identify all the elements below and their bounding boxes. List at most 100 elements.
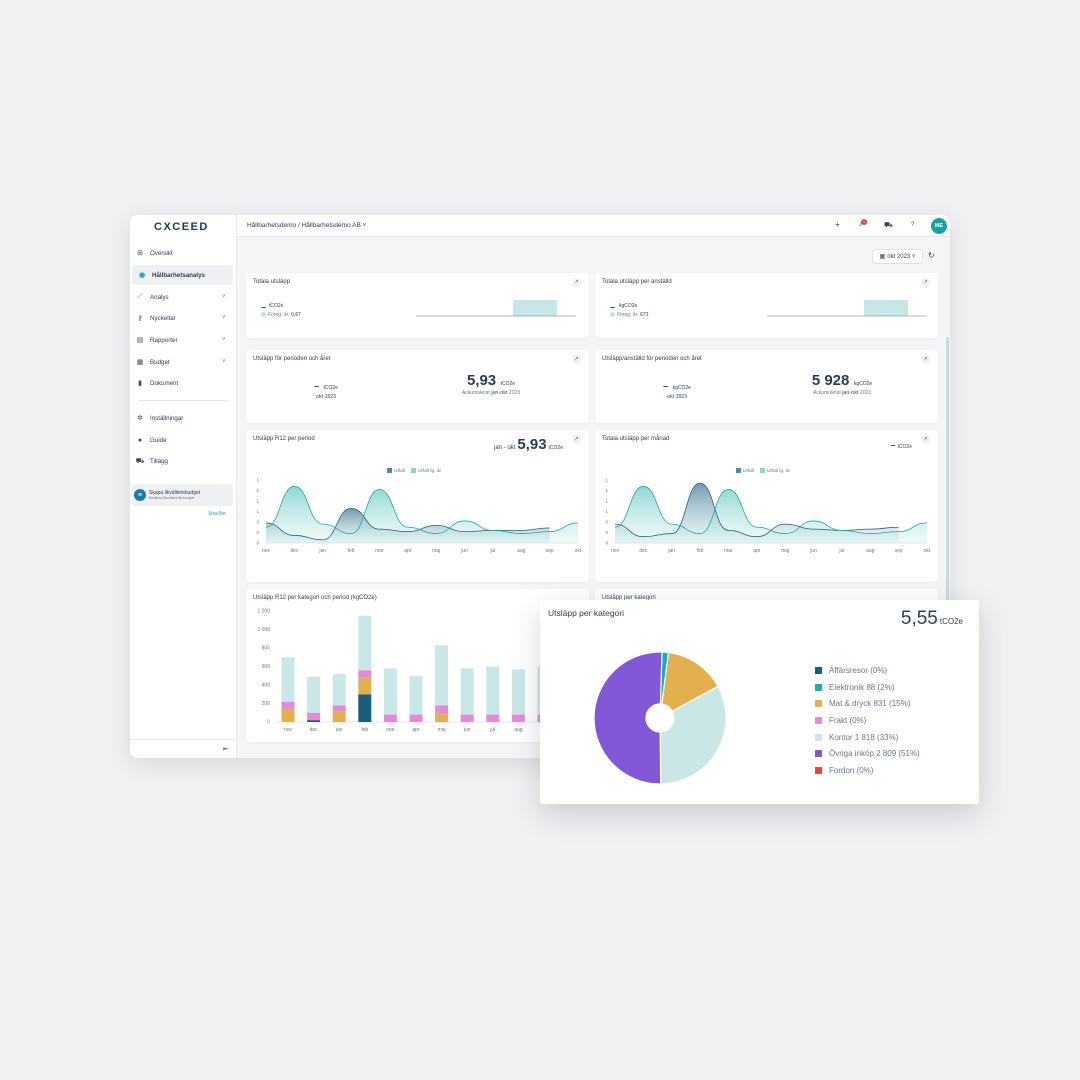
expand-icon[interactable]: ↗ xyxy=(921,355,930,364)
bar-kontor[interactable] xyxy=(486,666,500,715)
expand-icon[interactable]: ↗ xyxy=(572,435,581,444)
expand-icon[interactable]: ↗ xyxy=(572,278,581,287)
promo-create-budget[interactable]: ≡ Skapa likviditetsbudget Beräkna likvid… xyxy=(132,484,233,506)
bar-frakt[interactable] xyxy=(358,670,372,678)
pie-slice[interactable] xyxy=(593,651,663,785)
pie-slice[interactable] xyxy=(661,651,719,713)
legend-item-utfall-fg[interactable]: Utfall fg. år xyxy=(759,468,790,474)
expand-icon[interactable]: ↗ xyxy=(572,355,581,364)
prev-year-dot xyxy=(610,312,615,318)
legend-item-utfall[interactable]: Utfall xyxy=(387,468,405,474)
series-utfall-line xyxy=(265,507,550,541)
bar-frakt[interactable] xyxy=(332,705,346,712)
legend-item-utfall[interactable]: Utfall xyxy=(736,468,754,474)
bar-mat-dryck[interactable] xyxy=(281,709,295,722)
pie-total: 5,55 tCO2e xyxy=(901,608,963,630)
scrollbar[interactable] xyxy=(946,337,949,742)
bar-frakt[interactable] xyxy=(460,714,474,722)
plus-icon[interactable]: + xyxy=(835,220,840,229)
divider xyxy=(138,400,228,401)
show-more-link[interactable]: Visa fler xyxy=(208,511,226,517)
pie-chart xyxy=(593,651,727,785)
sidebar-item-hallbarhetsanalys[interactable]: ◉ Hållbarhetsanalys xyxy=(132,265,233,285)
pie-legend-item[interactable]: Kontor 1 818 (33%) xyxy=(815,729,920,746)
x-tick-label: okt xyxy=(575,548,582,554)
bar-kontor[interactable] xyxy=(307,676,321,713)
sidebar: CXCEED ⊞ Översikt ◉ Hållbarhetsanalys ⟋ … xyxy=(130,215,237,758)
promo-title: Skapa likviditetsbudget xyxy=(149,490,201,496)
x-tick-label: sep xyxy=(895,548,903,554)
collapse-sidebar-icon[interactable]: ⇤ xyxy=(223,746,229,753)
bar-frakt[interactable] xyxy=(383,714,397,722)
sidebar-item-nyckeltal[interactable]: ⚷ Nyckeltal ˅ xyxy=(130,308,234,328)
date-filter-label: okt 2023 ˅ xyxy=(887,253,916,260)
bar-kontor[interactable] xyxy=(332,673,346,706)
pie-slice[interactable] xyxy=(659,685,727,785)
x-tick-label: dec xyxy=(290,548,299,554)
pie-legend-item[interactable]: Mat & dryck 831 (15%) xyxy=(815,695,920,712)
bar-frakt[interactable] xyxy=(281,701,295,710)
bulb-icon: ● xyxy=(137,436,143,444)
y-tick-label: 400 xyxy=(262,683,271,689)
y-tick-label: 1 xyxy=(605,478,608,483)
bar-kontor[interactable] xyxy=(358,615,372,671)
bar-kontor[interactable] xyxy=(460,668,474,715)
bar-aff-rsresor[interactable] xyxy=(358,694,372,722)
x-tick-label: jul xyxy=(838,548,844,554)
breadcrumb[interactable]: Hållbarhetsdemo / Hållbarhetsdemo AB ˅ xyxy=(247,222,367,229)
grid-icon: ⊞ xyxy=(137,250,143,257)
pie-legend-item[interactable]: Fordon (0%) xyxy=(815,762,920,779)
sidebar-item-analys[interactable]: ⟋ Analys ˅ xyxy=(130,287,234,307)
sidebar-item-installningar[interactable]: ✲ Inställningar xyxy=(130,408,234,428)
x-tick-label: jul xyxy=(489,727,495,733)
bar-kontor[interactable] xyxy=(511,669,525,715)
sidebar-item-label: Tillägg xyxy=(150,457,168,465)
refresh-icon[interactable]: ↻ xyxy=(928,251,935,260)
bar-frakt[interactable] xyxy=(307,712,321,721)
bar-kontor[interactable] xyxy=(409,675,423,715)
pie-legend-item[interactable]: Övriga inköp 2 809 (51%) xyxy=(815,745,920,762)
leaf-icon: ◉ xyxy=(138,272,146,279)
chart-legend: Utfall Utfall fg. år xyxy=(736,468,790,474)
budget-icon: ▦ xyxy=(136,359,144,366)
mini-bar xyxy=(513,300,557,316)
sidebar-item-label: Budget xyxy=(150,358,170,366)
sidebar-item-dokument[interactable]: ▮ Dokument xyxy=(130,373,234,393)
sidebar-item-tillagg[interactable]: ⛟ Tillägg xyxy=(130,451,234,471)
avatar[interactable]: ME xyxy=(931,218,947,234)
expand-icon[interactable]: ↗ xyxy=(921,278,930,287)
pie-legend-item[interactable]: Affärsresor (0%) xyxy=(815,662,920,679)
bar-frakt[interactable] xyxy=(435,705,449,714)
date-filter[interactable]: ▦ okt 2023 ˅ xyxy=(872,249,923,264)
cart-icon[interactable]: ⛟ xyxy=(884,222,893,229)
x-tick-label: jan xyxy=(318,548,326,554)
bar-frakt[interactable] xyxy=(511,714,525,722)
sidebar-item-guide[interactable]: ● Guide xyxy=(130,430,234,450)
bar-kontor[interactable] xyxy=(435,645,449,706)
y-tick-label: 1 xyxy=(256,488,259,493)
per-employee-value: – xyxy=(610,302,616,312)
x-tick-label: mar xyxy=(375,548,384,554)
sidebar-item-oversikt[interactable]: ⊞ Översikt xyxy=(130,243,234,263)
bar-mat-dryck[interactable] xyxy=(358,677,372,695)
legend-item-utfall-fg[interactable]: Utfall fg. år xyxy=(410,468,441,474)
pie-legend-item[interactable]: Elektronik 88 (2%) xyxy=(815,679,920,696)
bar-kontor[interactable] xyxy=(383,668,397,715)
pie-legend-item[interactable]: Frakt (0%) xyxy=(815,712,920,729)
bar-frakt[interactable] xyxy=(486,714,500,722)
sidebar-item-budget[interactable]: ▦ Budget ˅ xyxy=(130,352,234,372)
card-title: Utsläpp R12 per period xyxy=(253,436,315,442)
notification-badge: 1 xyxy=(861,219,867,225)
bell-icon[interactable]: ♪ xyxy=(859,221,863,228)
bar-mat-dryck[interactable] xyxy=(332,711,346,722)
sidebar-item-rapporter[interactable]: ▤ Rapporter ˅ xyxy=(130,330,234,350)
x-tick-label: aug xyxy=(514,727,523,733)
bar-mat-dryck[interactable] xyxy=(435,713,449,722)
chevron-down-icon: ˅ xyxy=(222,337,226,343)
bar-aff-rsresor[interactable] xyxy=(307,720,321,722)
expand-icon[interactable]: ↗ xyxy=(921,435,930,444)
bar-kontor[interactable] xyxy=(281,657,295,702)
help-icon[interactable]: ? xyxy=(911,222,915,228)
sidebar-item-label: Hållbarhetsanalys xyxy=(152,271,205,279)
bar-frakt[interactable] xyxy=(409,714,423,722)
